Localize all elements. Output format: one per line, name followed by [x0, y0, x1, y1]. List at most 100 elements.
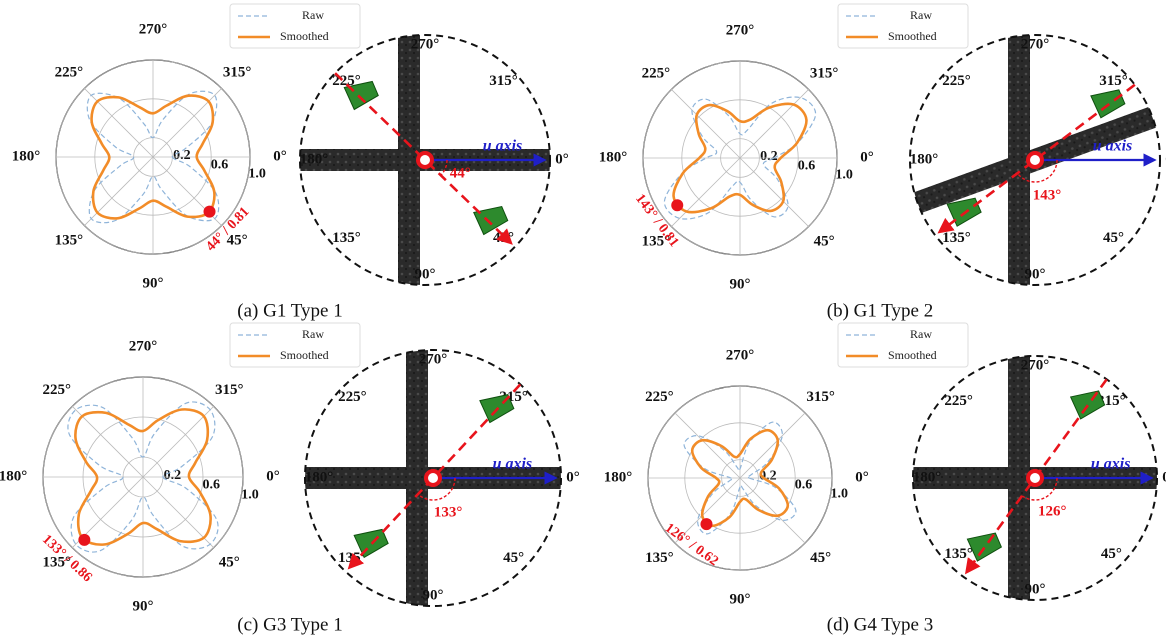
r-tick-label: 1.0 [241, 487, 259, 502]
diagram-angle-label: 225° [942, 73, 971, 89]
caption: (b) G1 Type 2 [827, 300, 934, 321]
theta-tick-label: 315° [810, 65, 839, 81]
theta-tick-label: 135° [55, 233, 84, 249]
legend-label: Smoothed [280, 348, 329, 362]
theta-tick-label: 180° [599, 149, 628, 165]
angle-text: 133° [434, 504, 463, 520]
diagram-angle-label: 180° [300, 151, 329, 167]
theta-tick-label: 270° [139, 21, 168, 37]
theta-tick-label: 0° [860, 149, 874, 165]
r-tick-label: 0.2 [760, 149, 778, 164]
r-tick-label: 0.6 [798, 158, 816, 173]
theta-tick-label: 90° [133, 598, 154, 614]
pivot [1028, 153, 1042, 167]
legend-label: Smoothed [888, 348, 937, 362]
u-axis-label: u axis [1091, 456, 1131, 473]
diagram-angle-label: 135° [332, 230, 361, 246]
legend-label: Raw [302, 327, 324, 341]
diagram-angle-label: 225° [944, 393, 973, 409]
r-tick-label: 1.0 [835, 168, 853, 183]
figure: 0.2 0.6 1.0 0° 45° 90° 135° 180° 225° 270° 315° 44°… [0, 0, 1166, 638]
legend-label: Raw [910, 8, 932, 22]
diagram-angle-label: 270° [411, 36, 440, 52]
peak-marker [78, 534, 90, 546]
pivot [1028, 471, 1042, 485]
theta-tick-label: 45° [810, 550, 831, 566]
theta-tick-label: 225° [645, 389, 674, 405]
theta-tick-label: 90° [730, 276, 751, 292]
peak-marker [204, 206, 216, 218]
diagram-angle-label: 0° [566, 469, 580, 485]
diagram-angle-label: 0° [555, 151, 569, 167]
u-axis-label: u axis [493, 456, 533, 473]
caption: (d) G4 Type 3 [827, 614, 934, 635]
legend: Raw Smoothed [230, 323, 360, 367]
panel: 0.2 0.6 1.0 0° 45° 90° 135° 180° 225° 270° 315° 143… [599, 4, 1166, 321]
r-tick-label: 1.0 [831, 486, 849, 501]
diagram-angle-label: 315° [489, 73, 518, 89]
legend-label: Smoothed [888, 29, 937, 43]
theta-tick-label: 270° [726, 347, 755, 363]
diagram-angle-label: 0° [1162, 469, 1166, 485]
diagram-angle-label: 135° [944, 546, 973, 562]
diagram-angle-label: 45° [493, 230, 514, 246]
theta-tick-label: 180° [604, 469, 633, 485]
legend: RawSmoothed [838, 323, 968, 367]
theta-tick-label: 225° [42, 382, 71, 398]
theta-tick-label: 45° [219, 555, 240, 571]
r-tick-label: 0.2 [164, 468, 182, 483]
diagram-angle-label: 315° [1099, 73, 1128, 89]
diagram-angle-label: 180° [910, 151, 939, 167]
diagram-angle-label: 270° [1021, 357, 1050, 373]
theta-tick-label: 0° [266, 468, 280, 484]
legend-label: Raw [302, 8, 324, 22]
diagram-angle-label: 45° [1103, 230, 1124, 246]
theta-tick-label: 135° [645, 550, 674, 566]
panel: 0.20.61.00°45°90°135°180°225°270°315°126… [604, 323, 1166, 635]
legend: Raw Smoothed [838, 4, 968, 48]
peak-marker [671, 199, 683, 211]
diagram-angle-label: 90° [415, 266, 436, 282]
legend-label: Smoothed [280, 29, 329, 43]
orientation-diagram: 0°45°90°135°180°225°270°315°u axis126° [903, 346, 1166, 610]
diagram-angle-label: 45° [503, 550, 524, 566]
diagram-angle-label: 90° [1025, 581, 1046, 597]
theta-tick-label: 225° [642, 65, 671, 81]
panel: 0.20.61.00°45°90°135°180°225°270°315°133… [0, 323, 580, 635]
theta-tick-label: 315° [215, 382, 244, 398]
r-tick-label: 0.2 [173, 148, 191, 163]
diagram-angle-label: 90° [1025, 266, 1046, 282]
r-tick-label: 0.6 [202, 478, 220, 493]
theta-tick-label: 225° [55, 64, 84, 80]
diagram-angle-label: 225° [338, 389, 367, 405]
caption: (a) G1 Type 1 [237, 300, 342, 321]
u-axis-label: u axis [483, 138, 523, 155]
peak-marker [700, 518, 712, 530]
u-axis-label: u axis [1093, 138, 1133, 155]
caption: (c) G3 Type 1 [237, 614, 342, 635]
angle-text: 44° [450, 166, 471, 182]
diagram-angle-label: 45° [1101, 546, 1122, 562]
diagram-angle-label: 180° [913, 469, 942, 485]
r-tick-label: 0.6 [211, 157, 229, 172]
diagram-angle-label: 270° [419, 351, 448, 367]
diagram-angle-label: 135° [942, 230, 971, 246]
panel: 0.2 0.6 1.0 0° 45° 90° 135° 180° 225° 270° 315° 44°… [12, 4, 569, 321]
diagram-angle-label: 90° [423, 587, 444, 603]
theta-tick-label: 0° [855, 469, 869, 485]
theta-tick-label: 0° [273, 148, 287, 164]
theta-grid [671, 158, 740, 227]
theta-tick-label: 90° [730, 591, 751, 607]
theta-tick-label: 180° [0, 468, 27, 484]
angle-text: 143° [1033, 187, 1062, 203]
theta-tick-label: 270° [129, 338, 158, 354]
theta-tick-label: 270° [726, 22, 755, 38]
theta-tick-label: 315° [806, 389, 835, 405]
theta-tick-label: 180° [12, 148, 41, 164]
angle-text: 126° [1038, 503, 1067, 519]
r-tick-label: 1.0 [248, 167, 266, 182]
theta-tick-label: 90° [143, 275, 164, 291]
diagram-angle-label: 270° [1021, 36, 1050, 52]
